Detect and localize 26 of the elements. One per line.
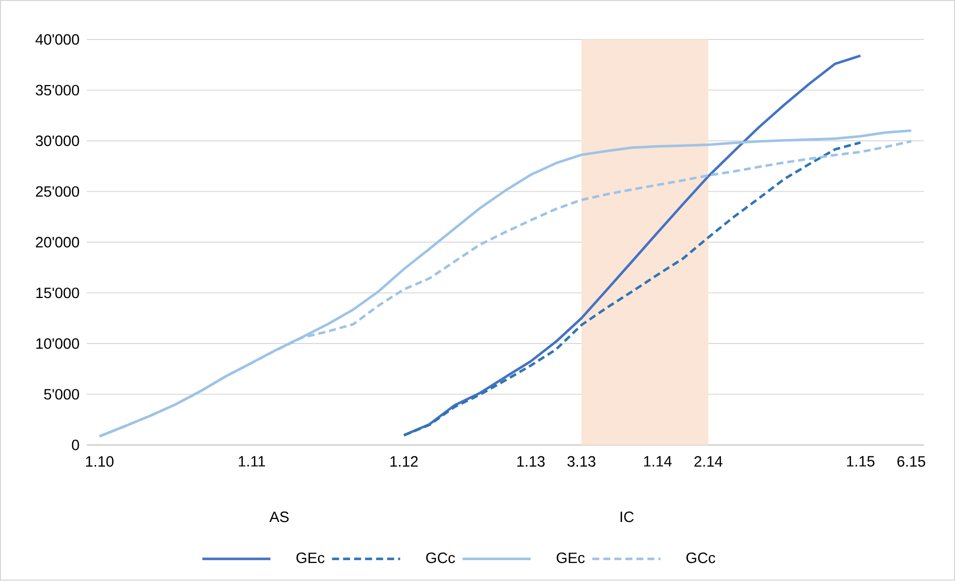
y-tick-label: 5'000 [44,389,80,400]
y-tick-label: 10'000 [36,338,80,350]
y-tick-label: 40'000 [36,34,80,45]
legend-label: GCc [426,552,455,564]
y-tick-label: 30'000 [36,136,80,146]
legend-label: GEc [556,552,585,564]
legend-label: GEc [296,552,324,564]
x-tick-label: 1.12 [390,456,418,467]
x-tick-label: 2.14 [694,456,722,467]
y-tick-label: 20'000 [36,237,80,248]
x-tick-label: 1.10 [86,456,114,467]
line-series [402,142,862,437]
y-tick-label: 35'000 [36,85,80,96]
text: IC [620,512,634,522]
x-tick-label: 3.13 [567,456,596,467]
x-tick-label: 1.15 [847,456,874,467]
x-tick-label: 1.13 [517,456,545,467]
y-tick-label: 0 [72,440,80,450]
line-series [402,54,862,437]
x-tick-label: 6.15 [897,456,926,467]
x-tick-label: 1.14 [644,456,672,467]
x-tick-label: 1.11 [238,456,265,467]
text: AS [269,512,289,522]
legend-label: GCc [686,552,716,564]
y-tick-label: 15'000 [36,288,80,298]
y-tick-label: 25'000 [36,186,80,198]
